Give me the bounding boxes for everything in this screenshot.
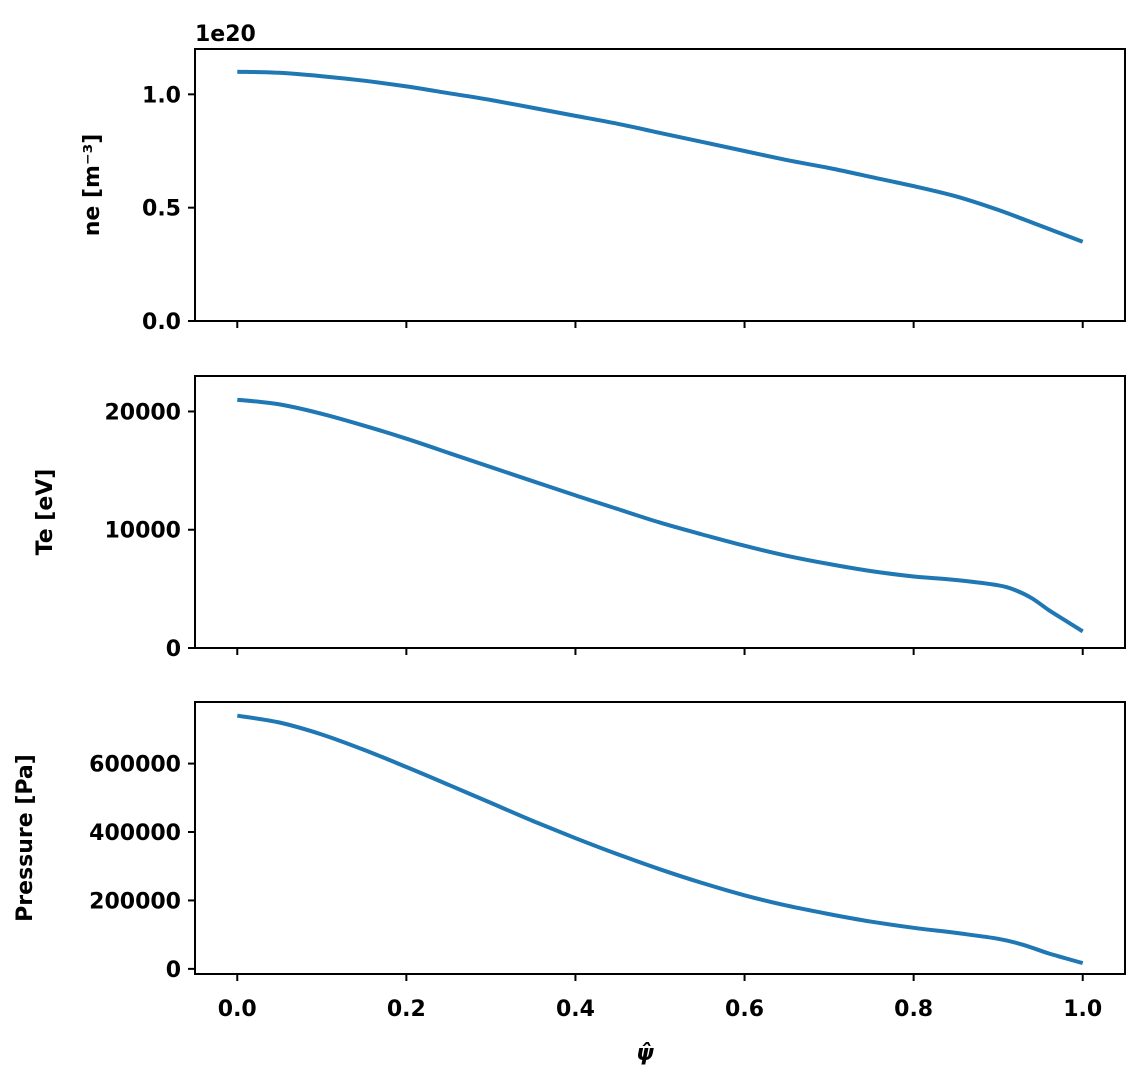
- xtick-label-pressure-5: 1.0: [1063, 997, 1102, 1022]
- pressure-profile-line: [236, 713, 1084, 966]
- ytick-label-ne-2: 1.0: [142, 83, 181, 108]
- offset-text-ne: 1e20: [195, 22, 256, 47]
- xtick-label-pressure-4: 0.8: [894, 997, 933, 1022]
- ytick-label-pressure-2: 400000: [89, 821, 181, 846]
- ylabel-te: Te [eV]: [33, 469, 58, 556]
- panel-pressure: 0.0 0.2 0.4 0.6 0.8 1.0 0 200000 400000 600000 Pr…: [13, 701, 1126, 1066]
- ticks-te: 0 10000 20000: [104, 400, 1084, 662]
- ne-profile-line: [237, 69, 1084, 244]
- xtick-label-pressure-3: 0.6: [725, 997, 764, 1022]
- ytick-label-ne-1: 0.5: [142, 197, 181, 222]
- xlabel-psi-hat: ψ̂: [636, 1041, 654, 1066]
- ytick-label-te-2: 20000: [104, 400, 181, 425]
- xtick-label-pressure-1: 0.2: [387, 997, 426, 1022]
- ytick-label-pressure-1: 200000: [89, 889, 181, 914]
- panel-te: 0 10000 20000 Te [eV]: [33, 375, 1126, 662]
- xtick-label-pressure-2: 0.4: [556, 997, 595, 1022]
- ytick-label-pressure-0: 0: [166, 958, 181, 983]
- ytick-label-pressure-3: 600000: [89, 753, 181, 778]
- ticks-pressure: 0.0 0.2 0.4 0.6 0.8 1.0 0 200000 400000 600000: [89, 753, 1102, 1022]
- plot-frame-ne: [194, 48, 1126, 322]
- xtick-label-pressure-0: 0.0: [218, 997, 257, 1022]
- ylabel-pressure: Pressure [Pa]: [13, 754, 38, 922]
- ticks-ne: 0.0 0.5 1.0: [142, 83, 1084, 335]
- ylabel-ne: ne [m⁻³]: [80, 134, 105, 237]
- plot-frame-te: [194, 375, 1126, 649]
- ytick-label-ne-0: 0.0: [142, 310, 181, 335]
- te-profile-line: [237, 397, 1084, 634]
- panel-ne: 0.0 0.5 1.0 ne [m⁻³] 1e20: [80, 22, 1126, 335]
- ytick-label-te-0: 0: [166, 637, 181, 662]
- plot-frame-pressure: [194, 701, 1126, 975]
- ytick-label-te-1: 10000: [104, 519, 181, 544]
